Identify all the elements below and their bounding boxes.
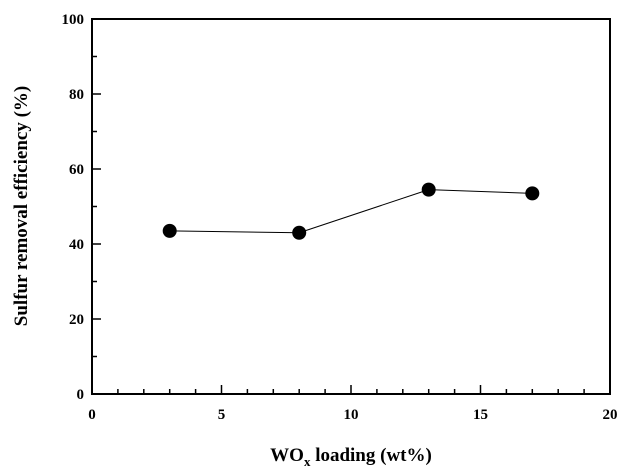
data-point [525, 186, 540, 201]
x-tick-label: 15 [473, 407, 488, 423]
y-tick-label: 100 [62, 12, 85, 28]
y-tick-label: 20 [69, 312, 84, 328]
series-points [162, 182, 540, 240]
series-line-segment [169, 230, 300, 234]
data-point [421, 182, 436, 197]
x-axis-ticks [91, 385, 611, 394]
series-lines [169, 189, 533, 234]
x-tick-label: 5 [218, 407, 226, 423]
y-tick-label: 80 [69, 87, 84, 103]
x-axis-tick-labels: 0 5 10 15 20 [88, 407, 617, 423]
plot-frame [91, 18, 611, 395]
y-tick-label: 0 [77, 387, 85, 403]
y-tick-label: 60 [69, 162, 84, 178]
x-tick-label: 0 [88, 407, 96, 423]
y-tick-label: 40 [69, 237, 84, 253]
x-tick-label: 10 [344, 407, 359, 423]
y-axis-tick-labels: 0 20 40 60 80 100 [62, 12, 85, 403]
x-axis-title: WOx loading (wt%) [270, 445, 432, 466]
data-point [162, 223, 177, 238]
series-line-segment [299, 189, 429, 234]
y-axis-ticks [92, 18, 101, 395]
data-point [292, 225, 307, 240]
x-tick-label: 20 [603, 407, 618, 423]
y-axis-title: Sulfur removal efficiency (%) [11, 86, 32, 326]
series-line-segment [428, 189, 533, 194]
